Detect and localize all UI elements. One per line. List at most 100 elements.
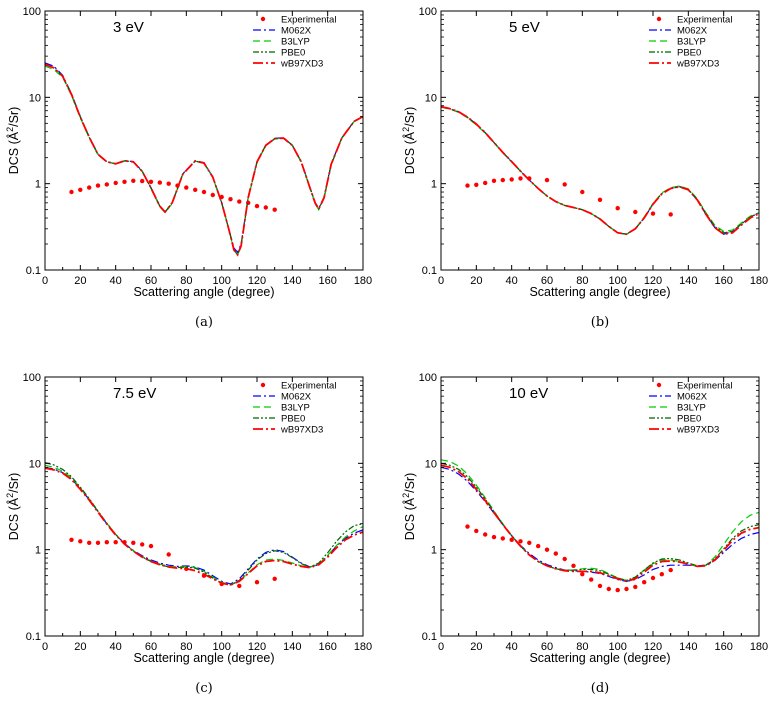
y-tick-label: 0.1 — [26, 631, 41, 643]
x-tick-label: 140 — [283, 641, 301, 653]
data-point-experimental — [580, 189, 585, 195]
legend-marker-experimental — [656, 382, 662, 388]
data-point-experimental — [131, 540, 136, 545]
x-tick-label: 20 — [74, 641, 86, 653]
series-layer — [441, 459, 759, 593]
y-tick-label: 0.1 — [26, 265, 41, 277]
plot-frame — [44, 376, 364, 637]
x-axis-label: Scattering angle (degree) — [133, 285, 274, 299]
legend-entry: B3LYP — [677, 37, 706, 48]
x-tick-label: 100 — [212, 275, 230, 287]
y-tick-label: 100 — [419, 6, 437, 18]
x-tick-label: 60 — [541, 641, 553, 653]
legend-entry: B3LYP — [281, 37, 310, 48]
x-tick-label: 20 — [74, 275, 86, 287]
x-axis-label: Scattering angle (degree) — [529, 285, 670, 299]
y-tick-label: 10 — [29, 458, 41, 470]
legend-entry: M062X — [677, 392, 708, 403]
data-point-experimental — [500, 536, 505, 541]
data-point-experimental — [69, 537, 74, 542]
data-point-experimental — [650, 211, 656, 216]
chart-panel-2: 0 20 40 60 80 100 120 140 160 1800.1110100Scatter… — [401, 6, 768, 330]
plot-frame — [440, 10, 760, 271]
y-tick-label: 10 — [425, 458, 437, 470]
data-point-experimental — [113, 540, 118, 545]
x-tick-label: 40 — [506, 275, 518, 287]
data-point-experimental — [491, 178, 497, 183]
data-point-experimental — [148, 543, 154, 549]
legend-entry: Experimental — [677, 381, 732, 392]
plot-frame — [44, 10, 364, 271]
legend-entry: M062X — [677, 26, 708, 37]
legend-entry: wB97XD3 — [280, 59, 323, 70]
series-line-b3lyp — [45, 464, 363, 586]
series-line-m062x — [45, 466, 363, 585]
data-point-experimental — [237, 583, 242, 589]
data-point-experimental — [615, 206, 620, 211]
panel-caption: (b) — [591, 315, 609, 330]
data-point-experimental — [536, 543, 541, 549]
legend-entry: wB97XD3 — [676, 59, 719, 70]
x-tick-label: 160 — [714, 275, 732, 287]
x-tick-label: 180 — [354, 275, 372, 287]
data-point-experimental — [210, 192, 215, 198]
x-axis-label: Scattering angle (degree) — [133, 651, 274, 665]
x-tick-label: 60 — [145, 275, 157, 287]
x-tick-label: 80 — [180, 275, 192, 287]
data-point-experimental — [668, 567, 673, 573]
energy-annotation: 3 eV — [113, 19, 144, 36]
data-point-experimental — [544, 547, 550, 552]
series-line-wb97xd3 — [45, 63, 363, 257]
data-point-experimental — [606, 586, 611, 592]
data-point-experimental — [650, 575, 656, 581]
data-point-experimental — [184, 185, 189, 190]
data-point-experimental — [104, 182, 110, 187]
x-tick-label: 140 — [679, 641, 697, 653]
legend-entry: PBE0 — [677, 48, 701, 59]
y-tick-label: 0.1 — [422, 265, 437, 277]
data-point-experimental — [263, 205, 268, 210]
data-point-experimental — [642, 580, 647, 585]
series-line-m062x — [441, 106, 759, 235]
legend-marker-experimental — [656, 16, 662, 22]
legend-entry: Experimental — [677, 15, 732, 26]
data-point-experimental — [500, 177, 505, 183]
x-tick-label: 100 — [608, 275, 626, 287]
chart-panel-1: 0 20 40 60 80 100 120 140 160 1800.1110100Scatter… — [5, 6, 372, 330]
data-point-experimental — [668, 212, 673, 217]
data-point-experimental — [272, 576, 277, 581]
series-layer — [441, 105, 759, 236]
data-point-experimental — [95, 183, 101, 188]
y-tick-label: 100 — [23, 6, 41, 18]
x-tick-label: 0 — [42, 641, 48, 653]
y-tick-label: 100 — [419, 372, 437, 384]
series-line-wb97xd3 — [441, 105, 759, 236]
data-point-experimental — [254, 580, 260, 585]
x-tick-label: 40 — [110, 275, 122, 287]
data-point-experimental — [122, 179, 127, 184]
x-tick-label: 140 — [283, 275, 301, 287]
data-point-experimental — [624, 586, 629, 592]
data-point-experimental — [87, 185, 92, 190]
data-point-experimental — [571, 563, 576, 568]
data-point-experimental — [237, 199, 242, 204]
x-tick-label: 120 — [644, 275, 662, 287]
x-tick-label: 120 — [248, 641, 266, 653]
data-point-experimental — [157, 180, 162, 185]
legend-entry: B3LYP — [677, 403, 706, 414]
x-tick-label: 60 — [145, 641, 157, 653]
data-point-experimental — [166, 552, 171, 557]
x-tick-label: 40 — [110, 641, 122, 653]
data-point-experimental — [166, 181, 171, 186]
data-point-experimental — [633, 209, 638, 215]
legend-marker-experimental — [260, 382, 266, 388]
x-tick-label: 180 — [750, 275, 768, 287]
data-point-experimental — [483, 532, 488, 537]
y-tick-label: 1 — [35, 545, 41, 557]
x-tick-label: 80 — [180, 641, 192, 653]
series-line-pbe0 — [441, 462, 759, 582]
x-tick-label: 60 — [541, 275, 553, 287]
x-tick-label: 180 — [750, 641, 768, 653]
data-point-experimental — [113, 180, 118, 186]
x-tick-label: 0 — [438, 275, 444, 287]
